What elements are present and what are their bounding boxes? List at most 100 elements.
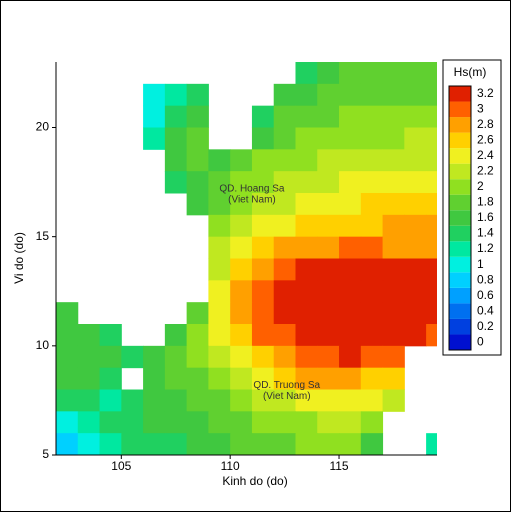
cell xyxy=(99,324,122,347)
colorbar-tick-label: 1.6 xyxy=(477,210,494,224)
cell xyxy=(251,105,275,128)
cell xyxy=(208,324,231,347)
cell xyxy=(382,258,405,281)
cell xyxy=(143,411,166,434)
cell xyxy=(251,149,275,172)
cell xyxy=(186,83,209,107)
colorbar-tick-label: 2.2 xyxy=(477,164,494,178)
cell xyxy=(273,389,296,412)
cell xyxy=(360,324,384,347)
cell xyxy=(273,105,296,128)
cell xyxy=(273,280,296,303)
colorbar-swatch xyxy=(449,256,471,273)
annotation: (Viet Nam) xyxy=(228,194,276,205)
cell xyxy=(251,302,275,325)
cell xyxy=(273,411,296,434)
cell xyxy=(186,411,209,434)
cell xyxy=(295,105,318,128)
cell xyxy=(186,193,209,216)
cell xyxy=(382,214,405,238)
cell xyxy=(382,105,405,128)
cell xyxy=(251,171,275,194)
cell xyxy=(230,345,253,369)
y-tick-label: 20 xyxy=(36,120,50,134)
cell xyxy=(186,345,209,369)
cell xyxy=(360,149,384,172)
colorbar-tick-label: 0.6 xyxy=(477,288,494,302)
cell xyxy=(404,171,427,194)
cell xyxy=(317,149,340,172)
colorbar-swatch xyxy=(449,225,471,242)
cell xyxy=(251,236,275,259)
colorbar-swatch xyxy=(449,241,471,257)
cell xyxy=(295,367,318,390)
cell xyxy=(295,214,318,238)
cell xyxy=(208,367,231,390)
cell xyxy=(208,345,231,369)
cell xyxy=(56,433,79,455)
cell xyxy=(99,367,122,390)
cell xyxy=(339,193,362,216)
field xyxy=(56,62,437,455)
cell xyxy=(273,302,296,325)
cell xyxy=(339,83,362,107)
cell xyxy=(295,236,318,259)
cell xyxy=(426,193,437,216)
annotation: (Viet Nam) xyxy=(263,391,311,402)
cell xyxy=(273,258,296,281)
x-axis-label: Kinh do (do) xyxy=(222,474,287,488)
cell xyxy=(251,280,275,303)
colorbar-swatch xyxy=(449,318,471,335)
cell xyxy=(208,433,231,455)
cell xyxy=(164,367,188,390)
colorbar-outline xyxy=(448,85,472,351)
cell xyxy=(164,345,188,369)
cell xyxy=(295,62,318,85)
cell xyxy=(208,171,231,194)
cell xyxy=(208,236,231,259)
cell xyxy=(339,302,362,325)
cell xyxy=(339,367,362,390)
cell xyxy=(295,389,318,412)
cell xyxy=(426,236,437,259)
colorbar-swatch xyxy=(449,163,471,180)
cell xyxy=(186,127,209,150)
cell xyxy=(251,389,275,412)
cell xyxy=(339,236,362,259)
cell xyxy=(382,193,405,216)
colorbar-tick-label: 1.4 xyxy=(477,226,494,240)
cell xyxy=(360,236,384,259)
cell xyxy=(382,83,405,107)
cell xyxy=(295,411,318,434)
colorbar-swatch xyxy=(449,101,471,118)
cell xyxy=(208,193,231,216)
colorbar-swatch xyxy=(449,287,471,304)
colorbar-tick-label: 0.2 xyxy=(477,319,494,333)
cell xyxy=(382,367,405,390)
cell xyxy=(404,105,427,128)
cell xyxy=(251,367,275,390)
cell xyxy=(251,127,275,150)
cell xyxy=(186,105,209,128)
colorbar-swatch xyxy=(449,210,471,226)
cell xyxy=(317,389,340,412)
colorbar-tick-label: 0.4 xyxy=(477,303,494,317)
cell xyxy=(317,105,340,128)
cell xyxy=(317,62,340,85)
cell xyxy=(426,258,437,281)
cell xyxy=(295,324,318,347)
cell xyxy=(273,193,296,216)
cell xyxy=(382,62,405,85)
cell xyxy=(317,127,340,150)
cell xyxy=(360,302,384,325)
cell xyxy=(99,411,122,434)
cell xyxy=(404,127,427,150)
cell xyxy=(251,345,275,369)
cell xyxy=(317,193,340,216)
cell xyxy=(295,280,318,303)
cell xyxy=(426,83,437,107)
colorbar-tick-label: 2.6 xyxy=(477,133,494,147)
cell xyxy=(295,193,318,216)
cell xyxy=(230,389,253,412)
annotation: QD. Truong Sa xyxy=(253,380,320,391)
